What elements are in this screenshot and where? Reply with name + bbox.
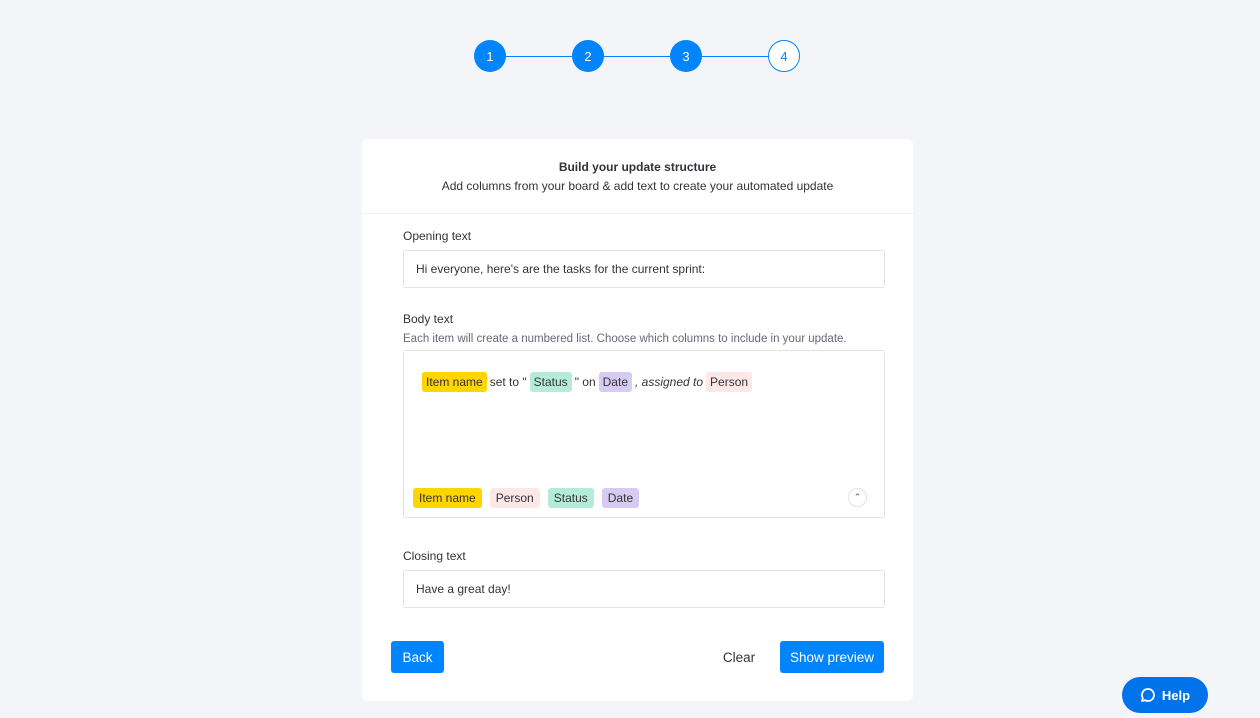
card-subtitle: Add columns from your board & add text t…	[441, 179, 834, 193]
chat-bubble-icon	[1141, 688, 1155, 702]
closing-text-label: Closing text	[403, 549, 466, 563]
step-4: 4	[768, 40, 800, 72]
stepper: 1 2 3 4	[474, 40, 801, 72]
back-button[interactable]: Back	[391, 641, 444, 673]
opening-text-input[interactable]: Hi everyone, here's are the tasks for th…	[403, 250, 885, 288]
body-template[interactable]: Item name set to " Status " on Date , as…	[422, 372, 753, 392]
status-token[interactable]: Status	[529, 372, 572, 392]
closing-text-input[interactable]: Have a great day!	[403, 570, 885, 608]
body-text-label: Body text	[403, 312, 454, 326]
step-1[interactable]: 1	[474, 40, 506, 72]
body-text-editor[interactable]: Item name set to " Status " on Date , as…	[403, 350, 885, 518]
step-3[interactable]: 3	[670, 40, 702, 72]
person-token[interactable]: Person	[706, 372, 753, 392]
body-text-hint: Each item will create a numbered list. C…	[403, 333, 847, 345]
template-text: set to "	[489, 375, 527, 389]
column-chips: Item name Person Status Date	[413, 488, 640, 508]
update-structure-card: Build your update structure Add columns …	[362, 139, 913, 701]
chip-person[interactable]: Person	[489, 488, 540, 508]
stepper-line	[490, 56, 785, 57]
clear-button[interactable]: Clear	[722, 649, 756, 665]
item-name-token[interactable]: Item name	[422, 372, 487, 392]
chip-status[interactable]: Status	[547, 488, 594, 508]
help-label: Help	[1161, 687, 1191, 703]
chip-date[interactable]: Date	[601, 488, 640, 508]
opening-text-label: Opening text	[403, 229, 472, 243]
chevron-up-icon[interactable]: ⌃	[848, 488, 867, 507]
chip-item-name[interactable]: Item name	[413, 488, 482, 508]
template-text: , assigned to	[635, 375, 704, 389]
card-header: Build your update structure Add columns …	[362, 139, 913, 214]
date-token[interactable]: Date	[598, 372, 632, 392]
card-title: Build your update structure	[558, 160, 717, 174]
template-text: " on	[574, 375, 596, 389]
help-button[interactable]: Help	[1122, 677, 1208, 713]
show-preview-button[interactable]: Show preview	[780, 641, 884, 673]
step-2[interactable]: 2	[572, 40, 604, 72]
